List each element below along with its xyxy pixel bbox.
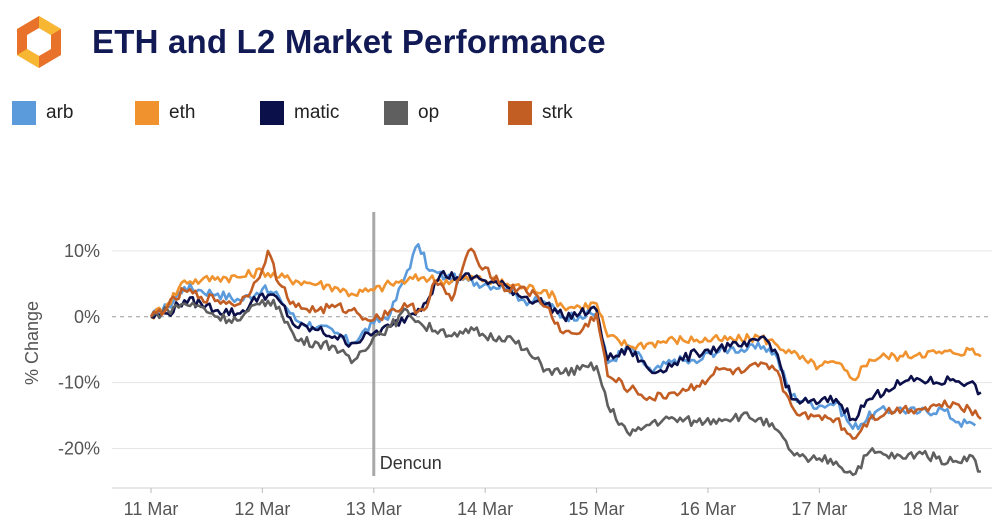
legend-item-strk[interactable]: strk xyxy=(508,98,573,128)
legend-swatch-matic xyxy=(260,101,284,125)
legend-swatch-strk xyxy=(508,101,532,125)
dencun-annotation-label: Dencun xyxy=(380,453,442,473)
x-tick-label: 15 Mar xyxy=(569,499,625,519)
x-tick-label: 16 Mar xyxy=(680,499,736,519)
legend-label-strk: strk xyxy=(542,102,573,123)
legend-item-arb[interactable]: arb xyxy=(12,98,73,128)
y-tick-label: 10% xyxy=(64,241,100,261)
hexagon-logo-icon xyxy=(17,16,61,68)
header: ETH and L2 Market Performance xyxy=(10,10,606,74)
y-tick-label: -20% xyxy=(58,438,100,458)
series-line-strk xyxy=(149,247,982,440)
legend-item-op[interactable]: op xyxy=(384,98,439,128)
legend-swatch-op xyxy=(384,101,408,125)
legend-swatch-eth xyxy=(135,101,159,125)
x-tick-label: 13 Mar xyxy=(346,499,402,519)
y-axis-title: % Change xyxy=(22,301,42,385)
series-line-op xyxy=(150,298,981,477)
x-tick-label: 17 Mar xyxy=(791,499,847,519)
x-tick-label: 14 Mar xyxy=(457,499,513,519)
axis-layer: 10% 0% -10% -20% 11 Mar 12 Mar 13 Mar 14 Mar 15 … xyxy=(22,241,959,519)
series-line-matic xyxy=(150,269,982,422)
series-line-eth xyxy=(150,267,982,382)
x-tick-label: 18 Mar xyxy=(903,499,959,519)
legend-item-eth[interactable]: eth xyxy=(135,98,195,128)
x-tick-label: 12 Mar xyxy=(234,499,290,519)
legend-label-arb: arb xyxy=(46,102,74,123)
annotation-layer: Dencun xyxy=(372,212,442,476)
x-tick-label: 11 Mar xyxy=(124,499,179,519)
page-title: ETH and L2 Market Performance xyxy=(92,23,606,60)
y-tick-label: 0% xyxy=(74,307,100,327)
y-tick-label: -10% xyxy=(58,373,100,393)
legend-swatch-arb xyxy=(12,101,36,125)
legend-item-matic[interactable]: matic xyxy=(260,98,339,128)
legend-label-op: op xyxy=(418,102,440,123)
legend-label-eth: eth xyxy=(169,102,196,123)
series-layer xyxy=(149,243,982,477)
legend-label-matic: matic xyxy=(294,102,340,123)
